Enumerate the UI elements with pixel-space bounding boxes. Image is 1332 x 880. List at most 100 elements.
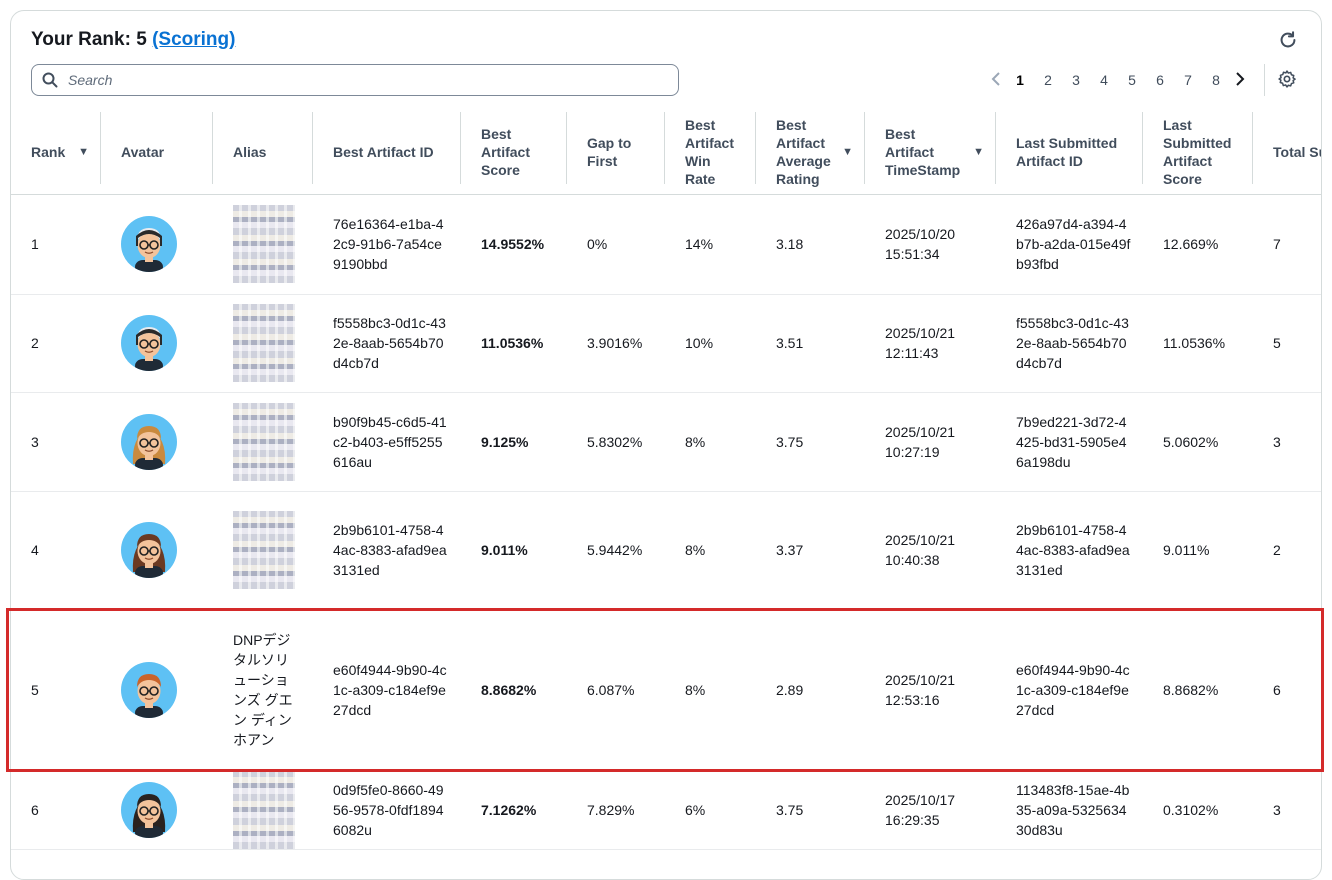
table-row[interactable]: 4 2b9b6101-4758-44ac-8383-afad9ea3131ed 9.…: [11, 491, 1321, 610]
rank-cell: 3: [11, 392, 101, 492]
table-row[interactable]: 3 b90f9b45-c6d5-41c2-b403-e5ff5255616au 9.…: [11, 392, 1321, 492]
avatar: [121, 781, 177, 838]
average-rating-cell: 2.89: [756, 609, 865, 771]
win-rate-cell: 8%: [665, 491, 756, 610]
table-row[interactable]: 5 DNPデジタルソリューションズ グエン ディン ホアン e60f4944-9b9…: [11, 609, 1321, 771]
column-alias: Alias: [213, 110, 313, 195]
column-average-rating[interactable]: Best Artifact Average Rating ▼: [756, 110, 865, 195]
table-row[interactable]: 2 f5558bc3-0d1c-432e-8aab-5654b70d4cb7d 11…: [11, 294, 1321, 393]
page-8[interactable]: 8: [1212, 72, 1220, 88]
leaderboard-panel: Your Rank: 5 (Scoring) 1 2 3 4 5 6 7 8: [10, 10, 1322, 880]
best-artifact-id-cell: f5558bc3-0d1c-432e-8aab-5654b70d4cb7d: [313, 294, 461, 393]
gap-to-first-cell: 5.8302%: [567, 392, 665, 492]
alias-cell: DNPデジタルソリューションズ グエン ディン ホアン: [213, 609, 313, 771]
rank-cell: 2: [11, 294, 101, 393]
alias-redacted: [233, 402, 295, 481]
gear-icon[interactable]: [1277, 69, 1297, 89]
average-rating-cell: 3.18: [756, 194, 865, 295]
timestamp-cell: 2025/10/20 15:51:34: [865, 194, 996, 295]
column-last-artifact-id: Last Submitted Artifact ID: [996, 110, 1143, 195]
search-field[interactable]: [31, 64, 679, 96]
avatar: [121, 315, 177, 371]
rank-cell: 4: [11, 491, 101, 610]
page-3[interactable]: 3: [1072, 72, 1080, 88]
alias-cell: [213, 294, 313, 393]
refresh-icon[interactable]: [1277, 29, 1299, 51]
best-artifact-id-cell: 76e16364-e1ba-42c9-91b6-7a54ce9190bbd: [313, 194, 461, 295]
page-5[interactable]: 5: [1128, 72, 1136, 88]
alias-redacted: [233, 770, 295, 849]
search-icon: [42, 72, 58, 88]
alias-cell: [213, 194, 313, 295]
gap-to-first-cell: 3.9016%: [567, 294, 665, 393]
previous-page-icon[interactable]: [986, 71, 1006, 89]
alias-redacted: [233, 205, 295, 283]
sort-desc-icon[interactable]: ▼: [78, 145, 89, 158]
best-artifact-score-cell: 7.1262%: [461, 770, 567, 850]
gap-to-first-cell: 5.9442%: [567, 491, 665, 610]
best-artifact-score-cell: 14.9552%: [461, 194, 567, 295]
last-artifact-id-cell: f5558bc3-0d1c-432e-8aab-5654b70d4cb7d: [996, 294, 1143, 393]
last-artifact-id-cell: 2b9b6101-4758-44ac-8383-afad9ea3131ed: [996, 491, 1143, 610]
win-rate-cell: 8%: [665, 392, 756, 492]
rank-cell: 6: [11, 770, 101, 850]
search-input[interactable]: [66, 71, 646, 89]
avatar-cell: [101, 294, 213, 393]
leaderboard-table: Rank ▼ Avatar Alias Best Artifact ID Best…: [11, 110, 1321, 850]
gap-to-first-cell: 0%: [567, 194, 665, 295]
last-artifact-score-cell: 8.8682%: [1143, 609, 1253, 771]
last-artifact-score-cell: 11.0536%: [1143, 294, 1253, 393]
average-rating-cell: 3.51: [756, 294, 865, 393]
win-rate-cell: 6%: [665, 770, 756, 850]
column-best-artifact-id: Best Artifact ID: [313, 110, 461, 195]
total-submissions-cell: 6: [1253, 609, 1321, 771]
last-artifact-score-cell: 12.669%: [1143, 194, 1253, 295]
sort-desc-icon[interactable]: ▼: [842, 145, 853, 158]
avatar-cell: [101, 609, 213, 771]
timestamp-cell: 2025/10/17 16:29:35: [865, 770, 996, 850]
page-1[interactable]: 1: [1016, 72, 1024, 88]
gap-to-first-cell: 7.829%: [567, 770, 665, 850]
best-artifact-score-cell: 11.0536%: [461, 294, 567, 393]
gap-to-first-cell: 6.087%: [567, 609, 665, 771]
avatar-cell: [101, 770, 213, 850]
alias-redacted: [233, 511, 295, 589]
timestamp-cell: 2025/10/21 10:40:38: [865, 491, 996, 610]
win-rate-cell: 8%: [665, 609, 756, 771]
avatar: [121, 522, 177, 578]
alias-text: DNPデジタルソリューションズ グエン ディン ホアン: [233, 631, 306, 748]
avatar-cell: [101, 194, 213, 295]
page-7[interactable]: 7: [1184, 72, 1192, 88]
next-page-icon[interactable]: [1230, 71, 1250, 89]
page-4[interactable]: 4: [1100, 72, 1108, 88]
avatar: [121, 413, 177, 470]
rank-cell: 1: [11, 194, 101, 295]
best-artifact-id-cell: 2b9b6101-4758-44ac-8383-afad9ea3131ed: [313, 491, 461, 610]
alias-cell: [213, 491, 313, 610]
column-rank[interactable]: Rank ▼: [11, 110, 101, 195]
last-artifact-id-cell: 113483f8-15ae-4b35-a09a-532563430d83u: [996, 770, 1143, 850]
column-timestamp[interactable]: Best Artifact TimeStamp ▼: [865, 110, 996, 195]
win-rate-cell: 14%: [665, 194, 756, 295]
table-row[interactable]: 1 76e16364-e1ba-42c9-91b6-7a54ce9190bbd 14…: [11, 194, 1321, 295]
avatar: [121, 661, 177, 718]
alias-redacted: [233, 304, 295, 382]
toolbar-divider: [1264, 64, 1265, 96]
avatar-cell: [101, 392, 213, 492]
avatar-cell: [101, 491, 213, 610]
last-artifact-score-cell: 0.3102%: [1143, 770, 1253, 850]
alias-cell: [213, 770, 313, 850]
sort-desc-icon[interactable]: ▼: [973, 145, 984, 158]
page-2[interactable]: 2: [1044, 72, 1052, 88]
best-artifact-id-cell: b90f9b45-c6d5-41c2-b403-e5ff5255616au: [313, 392, 461, 492]
table-row[interactable]: 6 0d9f5fe0-8660-4956-9578-0fdf18946082u 7.…: [11, 770, 1321, 850]
total-submissions-cell: 7: [1253, 194, 1321, 295]
column-last-artifact-score: Last Submitted Artifact Score: [1143, 110, 1253, 195]
scoring-link[interactable]: (Scoring): [152, 29, 236, 50]
best-artifact-id-cell: 0d9f5fe0-8660-4956-9578-0fdf18946082u: [313, 770, 461, 850]
total-submissions-cell: 3: [1253, 392, 1321, 492]
avatar: [121, 216, 177, 272]
timestamp-cell: 2025/10/21 10:27:19: [865, 392, 996, 492]
last-artifact-score-cell: 9.011%: [1143, 491, 1253, 610]
page-6[interactable]: 6: [1156, 72, 1164, 88]
